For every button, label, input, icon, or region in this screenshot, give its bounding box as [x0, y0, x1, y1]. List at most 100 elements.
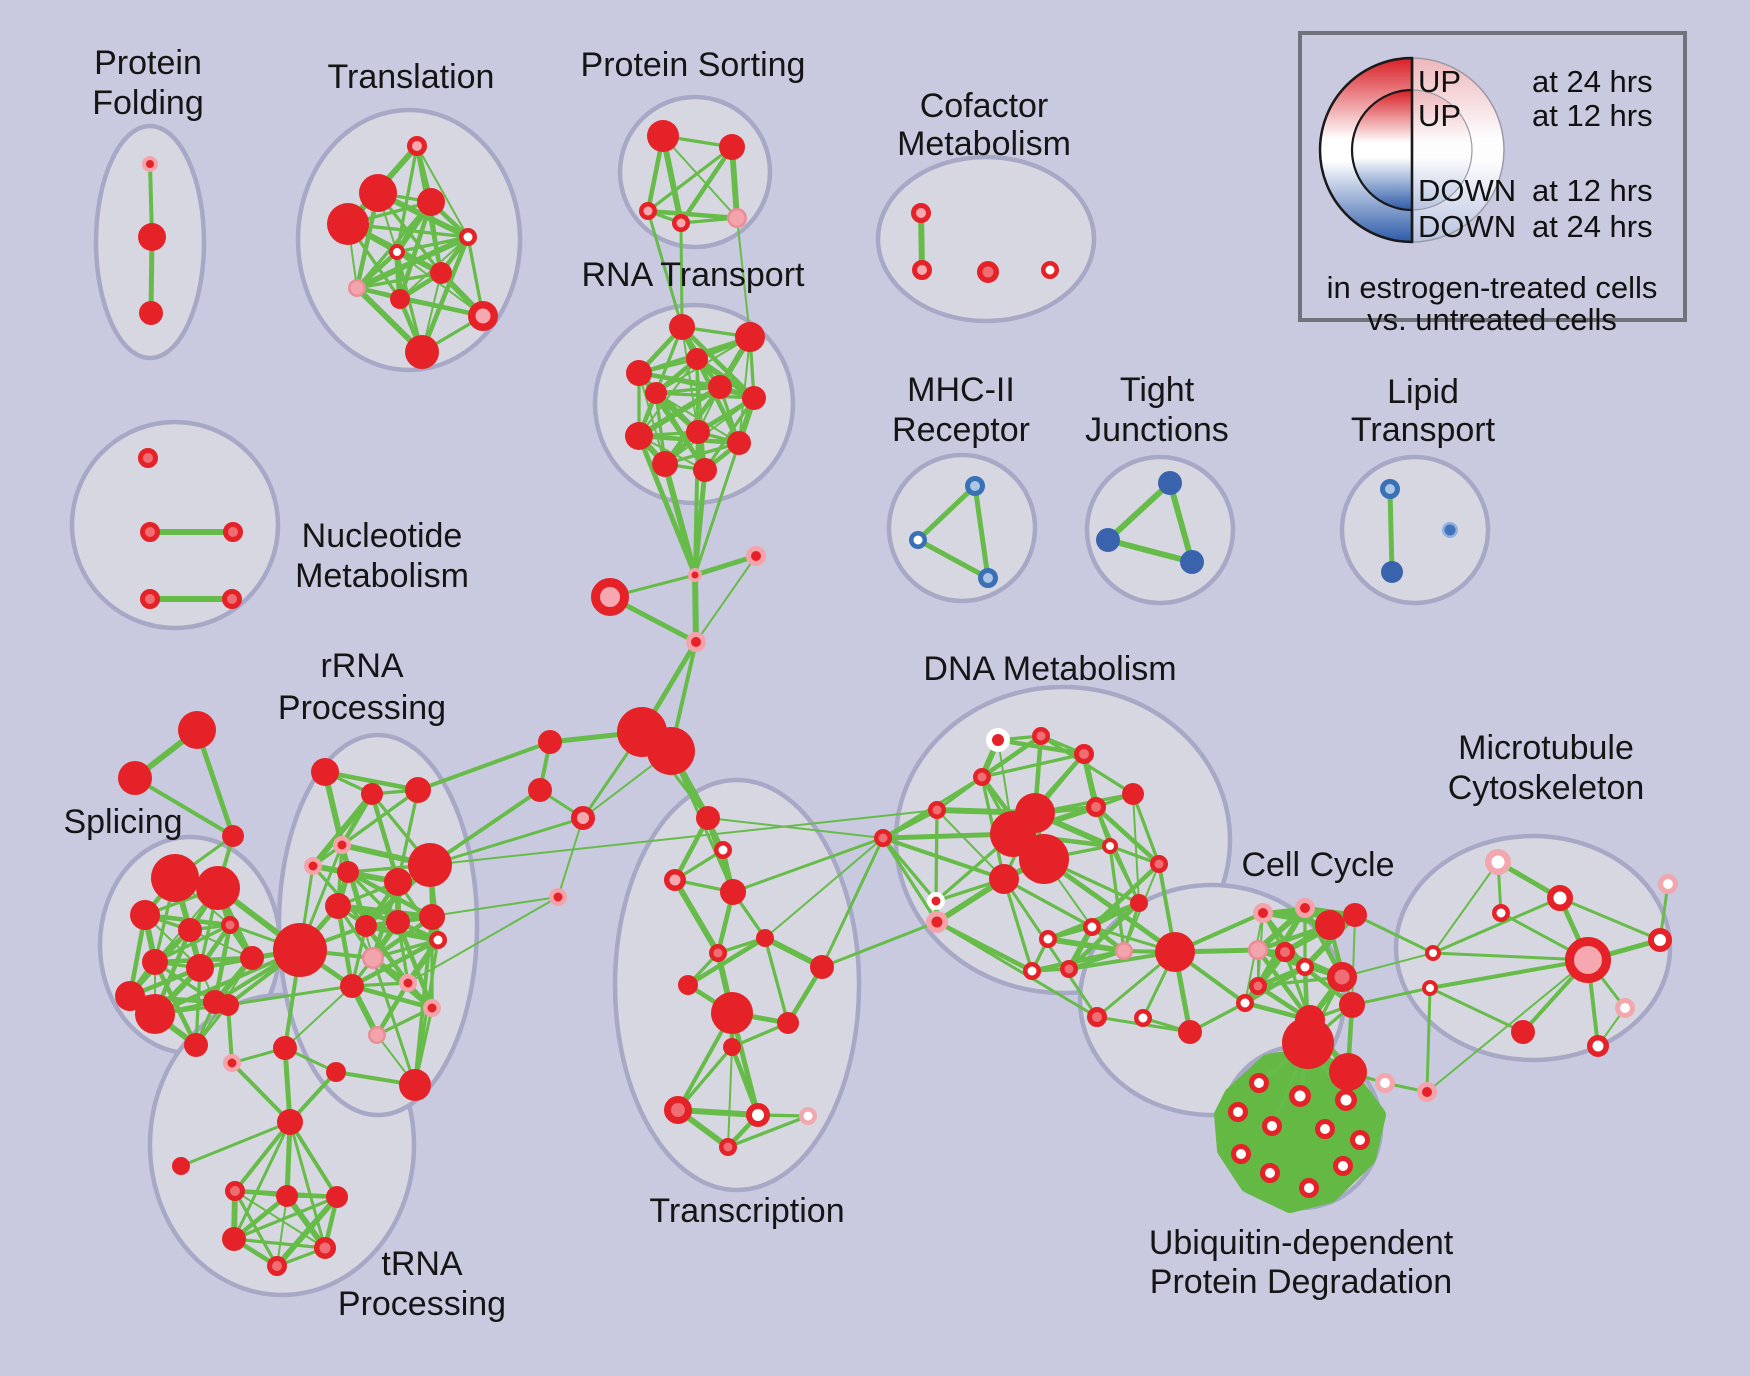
network-node: [777, 1012, 799, 1034]
network-node: [965, 476, 985, 496]
network-edge: [685, 935, 768, 988]
network-node: [1547, 885, 1573, 911]
network-edge: [1041, 856, 1178, 955]
legend-box: [1298, 31, 1687, 322]
network-edge: [936, 809, 1005, 880]
cluster-label-nucleotide-metabolism: Nucleotide Metabolism: [295, 517, 469, 595]
network-edge: [881, 836, 938, 903]
network-node: [405, 777, 431, 803]
network-node: [664, 869, 686, 891]
network-edge: [335, 903, 435, 920]
legend-note-1: vs. untreated cells: [1367, 302, 1617, 337]
cluster-label-rna-transport: RNA Transport: [582, 256, 806, 294]
network-node: [927, 892, 945, 910]
network-edge: [692, 553, 759, 578]
network-node: [184, 1033, 208, 1057]
network-node: [419, 904, 445, 930]
network-edge: [654, 391, 756, 400]
network-edge: [288, 1120, 327, 1250]
cluster-ellipse-cofactor-metabolism: [875, 154, 1097, 324]
network-edge: [1167, 480, 1195, 565]
network-node: [408, 843, 452, 887]
network-edge: [979, 733, 1044, 780]
network-node: [178, 918, 202, 942]
legend-time-3: at 24 hrs: [1532, 209, 1653, 244]
cluster-label-splicing: Splicing: [63, 803, 182, 841]
legend-direction-3: DOWN: [1418, 209, 1516, 244]
network-node: [756, 929, 774, 947]
network-node: [386, 910, 410, 934]
legend-donut-inner-left: [1350, 88, 1414, 212]
network-node: [912, 260, 932, 280]
cluster-label-protein-sorting: Protein Sorting: [581, 46, 806, 84]
network-node: [678, 975, 698, 995]
network-node: [1315, 1119, 1335, 1139]
network-edge: [284, 985, 353, 1049]
network-edge: [695, 555, 757, 643]
network-node: [647, 120, 679, 152]
network-edge: [1426, 959, 1589, 1093]
network-edge: [557, 817, 584, 898]
cluster-label-lipid-transport: Lipid Transport: [1351, 373, 1496, 449]
network-edge: [662, 461, 698, 578]
network-node: [1485, 849, 1511, 875]
network-edge: [232, 1195, 339, 1241]
network-edge: [349, 983, 435, 1011]
network-edge: [374, 980, 411, 1038]
network-node: [1442, 522, 1458, 538]
network-node: [1178, 1020, 1202, 1044]
network-node: [221, 916, 239, 934]
network-node: [140, 522, 160, 542]
network-edge: [764, 837, 884, 939]
network-node: [1253, 903, 1273, 923]
network-edge: [232, 1237, 327, 1250]
network-node: [708, 375, 732, 399]
network-node: [1231, 1144, 1251, 1164]
network-node: [314, 1237, 336, 1259]
network-edge: [655, 392, 740, 444]
cluster-label-ubiquitin-degradation: Ubiquitin-dependent Protein Degradation: [1149, 1224, 1454, 1301]
network-edge: [679, 221, 684, 329]
network-node: [1289, 1085, 1311, 1107]
network-node: [746, 1103, 770, 1127]
network-edge: [820, 920, 939, 969]
network-edge: [371, 956, 417, 1087]
cluster-label-microtubule-cytoskeleton: Microtubule Cytoskeleton: [1448, 729, 1645, 807]
network-node: [273, 1036, 297, 1060]
network-edge: [1002, 877, 1094, 929]
network-node: [1150, 855, 1168, 873]
network-node: [1260, 1163, 1280, 1183]
network-node: [647, 727, 695, 775]
network-edge: [349, 937, 441, 989]
legend-donut-inner-right: [1411, 89, 1473, 211]
network-node: [1333, 1156, 1353, 1176]
network-node: [1350, 1130, 1370, 1150]
network-edge: [915, 483, 978, 543]
network-node: [468, 301, 498, 331]
network-edge: [1425, 986, 1432, 1094]
network-node: [430, 262, 452, 284]
network-node: [1327, 962, 1357, 992]
network-node: [528, 778, 552, 802]
cluster-ellipse-translation: [295, 107, 523, 373]
network-node: [1587, 1035, 1609, 1057]
cluster-label-trna-processing: tRNA Processing: [338, 1245, 506, 1323]
network-node: [986, 728, 1010, 752]
network-node: [1228, 1102, 1248, 1122]
network-node: [399, 1069, 431, 1101]
network-node: [348, 279, 366, 297]
network-node: [978, 568, 998, 588]
network-edge: [638, 358, 698, 437]
network-node: [711, 992, 753, 1034]
network-edge: [1066, 900, 1142, 972]
network-edge: [347, 871, 374, 959]
network-edge: [340, 788, 420, 847]
network-edge: [972, 483, 991, 581]
network-node: [1134, 1009, 1152, 1027]
network-edge: [672, 877, 721, 956]
network-node: [115, 981, 145, 1011]
network-edge: [693, 430, 700, 577]
network-node: [652, 451, 678, 477]
network-node: [151, 854, 199, 902]
network-node: [222, 1227, 246, 1251]
